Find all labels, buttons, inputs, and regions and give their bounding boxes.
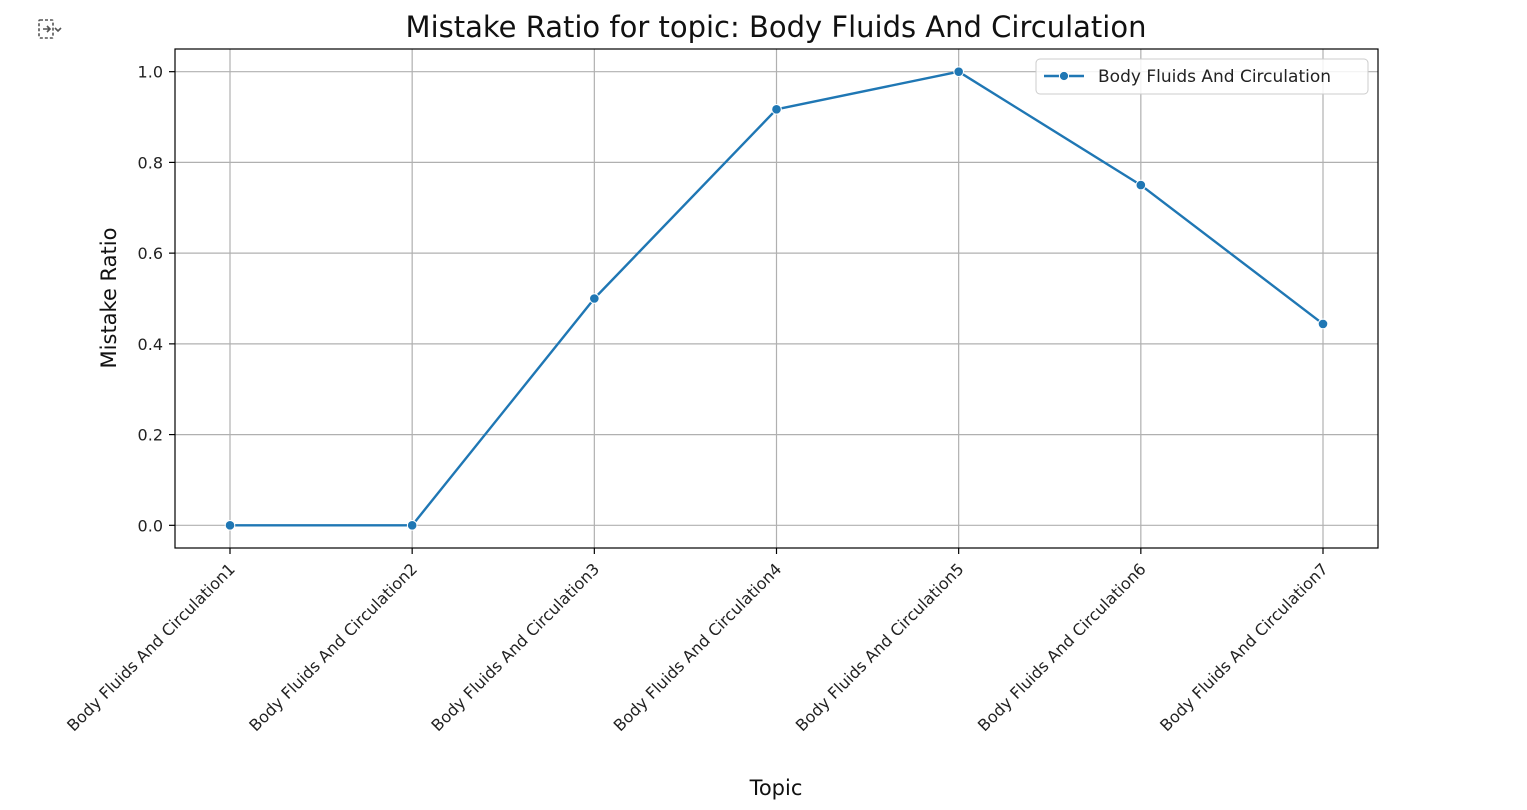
y-tick-label: 0.0: [138, 516, 163, 535]
cell-output-gutter: [0, 0, 80, 60]
y-tick-label: 0.4: [138, 335, 163, 354]
data-point: [1135, 179, 1147, 191]
data-point: [771, 104, 782, 115]
x-tick-label: Body Fluids And Circulation1: [63, 559, 239, 735]
legend: Body Fluids And Circulation: [1035, 58, 1369, 95]
chart-title: Mistake Ratio for topic: Body Fluids And…: [406, 10, 1147, 44]
x-tick-label: Body Fluids And Circulation4: [610, 559, 786, 735]
x-tick-label: Body Fluids And Circulation2: [245, 559, 421, 735]
x-tick-label: Body Fluids And Circulation7: [1156, 559, 1332, 735]
y-tick-label: 0.8: [138, 153, 163, 172]
y-tick-label: 1.0: [138, 63, 163, 82]
x-tick-label: Body Fluids And Circulation5: [792, 559, 968, 735]
data-point: [224, 520, 236, 531]
legend-marker-swatch: [1058, 70, 1070, 82]
grid-lines: [175, 49, 1378, 548]
data-point: [1317, 318, 1329, 330]
x-axis-label: Topic: [749, 776, 803, 800]
data-point: [953, 66, 964, 77]
data-point: [589, 293, 600, 304]
y-axis: 0.0 0.2 0.4 0.6 0.8 1.0: [138, 63, 175, 535]
legend-label: Body Fluids And Circulation: [1098, 67, 1331, 87]
y-tick-label: 0.6: [138, 244, 163, 263]
y-tick-label: 0.2: [138, 426, 163, 445]
legend-box: [1035, 58, 1369, 95]
data-point: [406, 520, 418, 531]
series-layer: [224, 66, 1329, 531]
output-collapse-icon[interactable]: [34, 16, 64, 44]
x-axis: Body Fluids And Circulation1 Body Fluids …: [63, 548, 1332, 735]
x-tick-label: Body Fluids And Circulation3: [427, 559, 603, 735]
x-tick-label: Body Fluids And Circulation6: [974, 559, 1150, 735]
y-axis-label: Mistake Ratio: [97, 228, 121, 369]
